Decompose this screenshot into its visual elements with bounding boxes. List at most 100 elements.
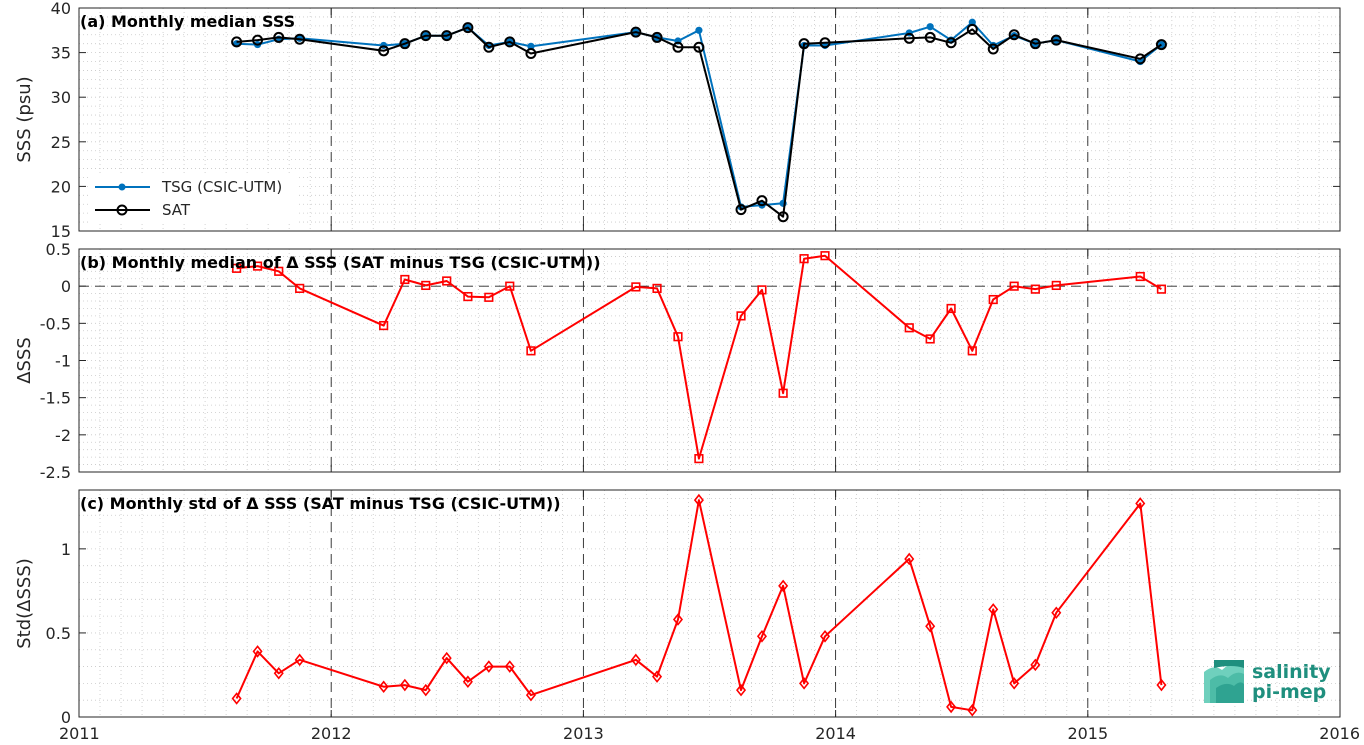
data-point [274, 266, 284, 276]
data-point [294, 653, 305, 667]
data-point [1134, 53, 1146, 65]
data-point [399, 38, 411, 50]
legend-marker-tsg [118, 183, 126, 191]
panel-b-median-delta-sss: -2.5 -2 -1.5 -1 -0.5 0 0.5 ΔSSS (b) Monthly medi… [14, 240, 1341, 482]
grid [79, 490, 1340, 718]
data-point [252, 645, 263, 658]
data-point [945, 37, 957, 49]
panel-a-monthly-median-sss: 15 20 25 30 35 40 SSS (psu) (a) Monthly median … [14, 0, 1341, 241]
data-point [525, 47, 537, 59]
data-point [1030, 658, 1041, 672]
data-point [504, 660, 515, 673]
data-point [1135, 271, 1145, 282]
data-point [736, 311, 746, 321]
data-point [1050, 34, 1062, 46]
logo-text-pi-mep: pi-mep [1252, 681, 1326, 703]
series-delta-sss [231, 493, 1167, 717]
panel-title: (c) Monthly std of Δ SSS (SAT minus TSG … [80, 494, 561, 513]
data-point [799, 677, 810, 690]
data-point [966, 23, 978, 35]
data-point [967, 346, 977, 356]
data-point [672, 613, 683, 626]
data-point [777, 211, 789, 223]
data-point [630, 26, 642, 38]
data-point [526, 346, 536, 356]
data-point [421, 280, 431, 291]
data-point [441, 651, 452, 665]
x-tick-label: 2011 [59, 724, 100, 743]
data-point [695, 26, 703, 34]
data-point [631, 282, 641, 292]
x-tick-label: 2015 [1067, 724, 1108, 743]
y-tick-label: 1 [61, 540, 71, 559]
x-tick-label: 2016 [1319, 724, 1360, 743]
data-point [925, 619, 936, 633]
data-point [820, 251, 830, 261]
grid [79, 248, 1340, 473]
y-tick-label: 0 [61, 277, 71, 296]
grid [79, 7, 1340, 232]
data-point [672, 41, 684, 53]
data-point [379, 320, 389, 331]
data-point [756, 630, 767, 643]
panel-title: (a) Monthly median SSS [80, 12, 295, 31]
data-point [484, 292, 494, 302]
data-point [988, 603, 999, 616]
data-point [799, 254, 809, 264]
data-point [778, 579, 789, 593]
data-point [273, 31, 285, 43]
data-point [483, 41, 495, 53]
data-point [462, 675, 473, 688]
series-line [236, 26, 1162, 218]
data-point [1156, 284, 1167, 294]
data-point [778, 388, 788, 398]
data-point [904, 552, 915, 566]
y-tick-label: -1 [55, 352, 71, 371]
data-point [1009, 281, 1019, 291]
data-point [652, 670, 663, 683]
y-tick-label: -0.5 [40, 314, 71, 333]
data-point [504, 36, 516, 48]
data-point [1030, 284, 1040, 294]
data-point [651, 31, 663, 43]
data-point [926, 23, 934, 31]
series-delta-sss [232, 251, 1167, 464]
data-point [819, 37, 831, 49]
data-point [1135, 497, 1146, 510]
salinity-pi-mep-logo: salinity pi-mep [1204, 660, 1331, 703]
y-tick-label: 30 [51, 88, 71, 107]
data-point [925, 334, 935, 344]
data-point [462, 22, 474, 34]
data-point [1008, 29, 1020, 41]
data-point [525, 688, 536, 702]
data-point [798, 38, 810, 50]
data-point [756, 195, 768, 207]
data-point [987, 43, 999, 55]
data-point [1009, 677, 1020, 690]
y-tick-label: 0.5 [46, 624, 71, 643]
y-tick-label: 0.5 [46, 240, 71, 259]
data-point [693, 41, 705, 53]
y-tick-label: 15 [51, 222, 71, 241]
data-point [694, 454, 704, 464]
data-point [420, 30, 432, 42]
data-point [252, 261, 263, 271]
x-tick-label: 2014 [815, 724, 856, 743]
data-point [735, 204, 747, 216]
data-point [1156, 678, 1167, 692]
data-point [693, 493, 704, 507]
y-tick-label: -2 [55, 426, 71, 445]
data-point [295, 283, 305, 293]
data-point [442, 276, 452, 286]
y-tick-label: 35 [51, 44, 71, 63]
data-point [1051, 280, 1061, 291]
data-point [400, 274, 410, 285]
data-point [463, 291, 473, 302]
data-point [630, 653, 641, 667]
panel-title: (b) Monthly median of Δ SSS (SAT minus T… [80, 253, 601, 272]
data-point [946, 700, 957, 714]
y-tick-label: 25 [51, 133, 71, 152]
logo-text-salinity: salinity [1252, 661, 1331, 683]
data-point [441, 30, 453, 42]
data-point [378, 680, 389, 694]
